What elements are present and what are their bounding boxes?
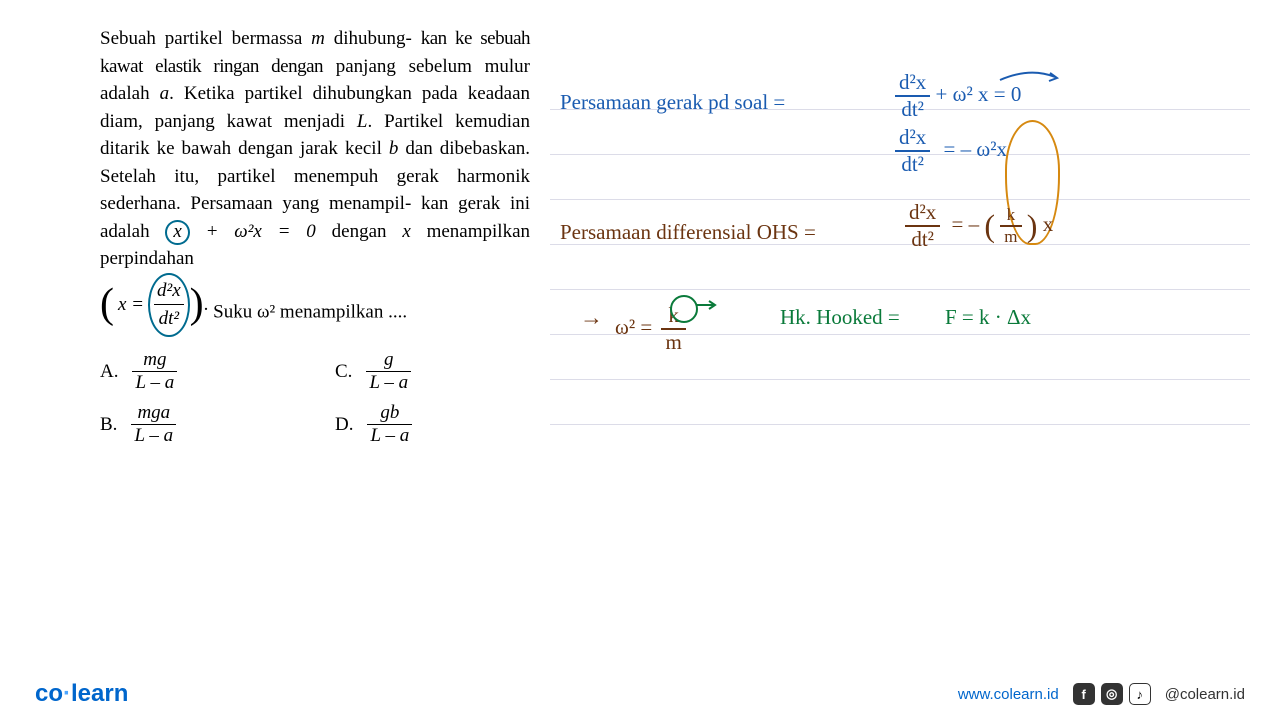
problem-paragraph: Sebuah partikel bermassa m dihubung- kan… [100,25,530,337]
text: sederhana. Persamaan yang menampil- [100,193,411,214]
logo-co: co [35,680,63,707]
eq-rest: + ω² x = 0 [936,82,1022,106]
hooke-label: Hk. Hooked = [780,305,900,330]
text: . Ketika [169,83,234,104]
var-m: m [311,28,325,49]
frac-den: dt² [905,227,940,252]
var-L: L [357,111,368,132]
w2-label: ω² = [615,315,652,339]
arc-arrow [995,65,1065,85]
parenthetical-equation: ( x = d²x dt² ) . [100,273,208,337]
answer-options: A. mgL – a C. gL – a B. mgaL – a D. gbL … [100,349,530,447]
frac-num: d²x [895,70,930,97]
frac-den: m [661,330,685,355]
text: Suku ω² menampilkan .... [213,301,407,322]
eq-rhs: = – ω²x [944,137,1007,161]
frac-num: d²x [905,200,940,227]
frac-den: L – a [366,372,411,394]
instagram-icon[interactable]: ◎ [1101,683,1123,705]
problem-column: Sebuah partikel bermassa m dihubung- kan… [100,25,530,447]
hand-eq2: d²xdt² = – ω²x [895,125,1007,177]
text: dengan [332,221,403,242]
hand-text: Persamaan differensial OHS = [560,220,816,245]
hand-eq3: d²xdt² = – ( km ) x [905,200,1053,252]
frac-den: m [1000,227,1021,247]
text: partikel menempuh gerak harmonik [217,166,530,187]
circled-x: x [165,220,189,245]
frac-den: dt² [895,97,930,122]
hooke-eq: F = k · Δx [945,305,1031,330]
arrow-icon: → [580,305,603,331]
option-label: D. [335,414,353,436]
logo-dot: · [63,680,71,707]
option-label: A. [100,361,118,383]
social-handle: @colearn.id [1165,686,1245,703]
frac-den: L – a [132,372,177,394]
frac-den: dt² [895,152,930,177]
option-b[interactable]: B. mgaL – a [100,402,295,447]
green-circle-k [670,295,698,323]
text: . Partikel [367,111,443,132]
frac-num: d²x [154,277,184,306]
hand-text: Persamaan gerak pd soal = [560,90,785,115]
logo-learn: learn [71,680,128,707]
var-x: x [1043,212,1054,236]
text: partikel dihubungkan pada keadaan [245,83,530,104]
frac-num: d²x [895,125,930,152]
text: kecil [345,138,389,159]
ruled-lines [550,65,1250,447]
small-arrow [695,297,720,312]
footer-url[interactable]: www.colearn.id [958,686,1059,703]
frac-num: k [1000,205,1021,227]
facebook-icon[interactable]: f [1073,683,1095,705]
text: dihubung- [325,28,412,49]
option-d[interactable]: D. gbL – a [335,402,530,447]
frac-num: mga [131,402,176,425]
option-label: C. [335,361,352,383]
logo: co·learn [35,680,128,708]
option-c[interactable]: C. gL – a [335,349,530,394]
frac-num: gb [367,402,412,425]
text: Sebuah partikel bermassa [100,28,311,49]
frac-num: mg [132,349,177,372]
handwriting-column: Persamaan gerak pd soal = d²xdt² + ω² x … [550,25,1250,447]
option-a[interactable]: A. mgL – a [100,349,295,394]
frac-den: L – a [131,425,176,447]
footer-right: www.colearn.id f ◎ ♪ @colearn.id [958,683,1245,705]
social-icons: f ◎ ♪ [1073,683,1151,705]
option-label: B. [100,414,117,436]
var-a: a [160,83,170,104]
footer: co·learn www.colearn.id f ◎ ♪ @colearn.i… [0,680,1280,708]
tiktok-icon[interactable]: ♪ [1129,683,1151,705]
eq-pre: = – [952,212,980,236]
var-b: b [389,138,399,159]
text: diam, panjang kawat menjadi [100,111,357,132]
frac-num: g [366,349,411,372]
frac-den: L – a [367,425,412,447]
frac-den: dt² [154,305,184,333]
var-x: x [402,221,410,242]
equation: + ω²x = 0 [190,221,316,242]
